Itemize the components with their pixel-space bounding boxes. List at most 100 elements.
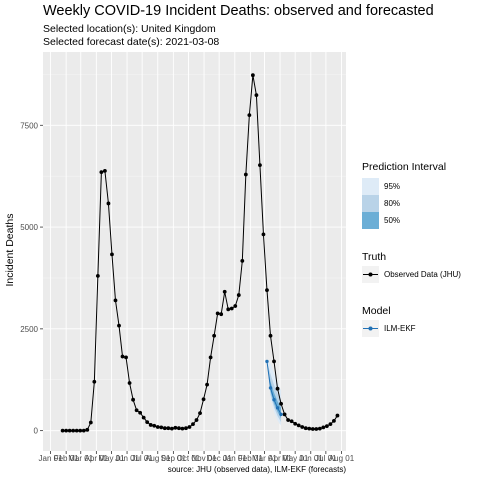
x-tick-label: Apr 01 bbox=[85, 454, 109, 463]
x-tick-label: Aug 01 bbox=[329, 454, 355, 463]
observed-point bbox=[134, 408, 139, 413]
observed-point bbox=[321, 425, 326, 430]
observed-point bbox=[314, 427, 319, 431]
observed-point bbox=[99, 170, 104, 175]
observed-point bbox=[145, 420, 150, 424]
x-tick-label: Jul 01 bbox=[315, 454, 337, 463]
observed-point bbox=[201, 397, 206, 402]
observed-point bbox=[92, 379, 97, 384]
observed-point bbox=[289, 419, 294, 424]
y-tick-label: 2500 bbox=[20, 325, 38, 334]
observed-point bbox=[247, 113, 252, 118]
y-tick-label: 0 bbox=[34, 427, 39, 436]
x-tick-label: Jun 01 bbox=[299, 454, 324, 463]
x-tick-label: Mar 01 bbox=[252, 454, 277, 463]
observed-point bbox=[117, 323, 121, 328]
y-tick-label: 5000 bbox=[20, 223, 38, 232]
observed-point bbox=[240, 258, 245, 263]
observed-point bbox=[282, 412, 287, 417]
forecast-point bbox=[265, 359, 269, 364]
observed-series bbox=[60, 73, 340, 433]
x-tick-label: Feb 01 bbox=[54, 454, 79, 463]
legend-model-label: ILM-EKF bbox=[384, 324, 416, 333]
observed-point bbox=[159, 425, 164, 430]
grid-lines bbox=[43, 52, 346, 451]
observed-point bbox=[258, 163, 262, 168]
observed-point bbox=[152, 423, 157, 428]
observed-point bbox=[317, 426, 322, 431]
observed-point bbox=[141, 415, 146, 420]
observed-point bbox=[176, 426, 181, 431]
forecast-point bbox=[279, 412, 283, 417]
observed-point bbox=[215, 311, 220, 316]
observed-point bbox=[205, 382, 209, 387]
observed-point bbox=[180, 426, 185, 431]
observed-point bbox=[208, 355, 213, 360]
x-tick-label: Jun 01 bbox=[115, 454, 140, 463]
observed-point bbox=[191, 422, 195, 427]
observed-point bbox=[148, 423, 153, 427]
legend-model-title: Model bbox=[362, 305, 391, 317]
observed-point bbox=[236, 293, 241, 297]
observed-point bbox=[307, 426, 312, 431]
observed-point bbox=[138, 410, 143, 415]
observed-point bbox=[113, 298, 118, 303]
observed-point bbox=[265, 288, 269, 293]
observed-point bbox=[95, 274, 100, 278]
observed-point bbox=[184, 426, 188, 431]
observed-point bbox=[64, 428, 69, 433]
observed-point bbox=[162, 426, 167, 431]
observed-point bbox=[332, 418, 336, 423]
x-tick-label: May 01 bbox=[282, 454, 309, 463]
legend-model-point bbox=[368, 326, 373, 331]
x-tick-label: Oct 01 bbox=[177, 454, 201, 463]
observed-point bbox=[229, 306, 234, 311]
chart-subtitle-forecast-date: Selected forecast date(s): 2021-03-08 bbox=[43, 36, 219, 48]
observed-point bbox=[275, 386, 280, 391]
observed-point bbox=[303, 426, 308, 431]
observed-point bbox=[85, 427, 90, 432]
x-tick-label: Aug 01 bbox=[145, 454, 171, 463]
legend: Prediction Interval 95% 80% 50% Truth Ob… bbox=[362, 161, 461, 337]
observed-point bbox=[67, 428, 72, 433]
observed-point bbox=[261, 232, 266, 237]
observed-point bbox=[155, 425, 160, 429]
chart-subtitle-location: Selected location(s): United Kingdom bbox=[43, 23, 216, 35]
legend-label-50: 50% bbox=[384, 216, 400, 225]
forecast-point bbox=[268, 386, 273, 390]
observed-point bbox=[250, 73, 255, 78]
observed-point bbox=[60, 428, 65, 433]
observed-point bbox=[120, 354, 125, 359]
plot-panel bbox=[43, 52, 346, 451]
y-axis-ticks: 0 2500 5000 7500 bbox=[20, 121, 43, 436]
observed-point bbox=[335, 413, 340, 418]
chart-title: Weekly COVID-19 Incident Deaths: observe… bbox=[43, 3, 434, 19]
observed-point bbox=[296, 423, 301, 428]
observed-point bbox=[74, 428, 79, 433]
observed-point bbox=[103, 168, 107, 173]
x-tick-label: Jan 01 bbox=[223, 454, 248, 463]
observed-point bbox=[222, 289, 227, 294]
observed-point bbox=[254, 93, 259, 98]
observed-point bbox=[328, 422, 333, 427]
observed-point bbox=[324, 424, 329, 429]
y-axis-title: Incident Deaths bbox=[4, 214, 16, 287]
x-tick-label: Nov 01 bbox=[191, 454, 217, 463]
legend-swatch-50 bbox=[362, 212, 379, 229]
observed-point bbox=[286, 418, 291, 422]
y-tick-label: 7500 bbox=[20, 121, 38, 130]
observed-point bbox=[71, 428, 76, 433]
legend-truth-title: Truth bbox=[362, 251, 386, 263]
observed-point bbox=[226, 307, 231, 312]
interval-50 bbox=[266, 361, 282, 419]
observed-point bbox=[169, 426, 174, 431]
observed-point bbox=[173, 425, 178, 430]
x-tick-label: Sep 01 bbox=[161, 454, 187, 463]
x-tick-label: Feb 01 bbox=[238, 454, 263, 463]
observed-point bbox=[310, 427, 315, 431]
observed-point bbox=[131, 397, 135, 402]
observed-point bbox=[243, 172, 248, 177]
observed-point bbox=[127, 381, 132, 385]
x-tick-label: Dec 01 bbox=[206, 454, 232, 463]
observed-point bbox=[198, 411, 202, 416]
